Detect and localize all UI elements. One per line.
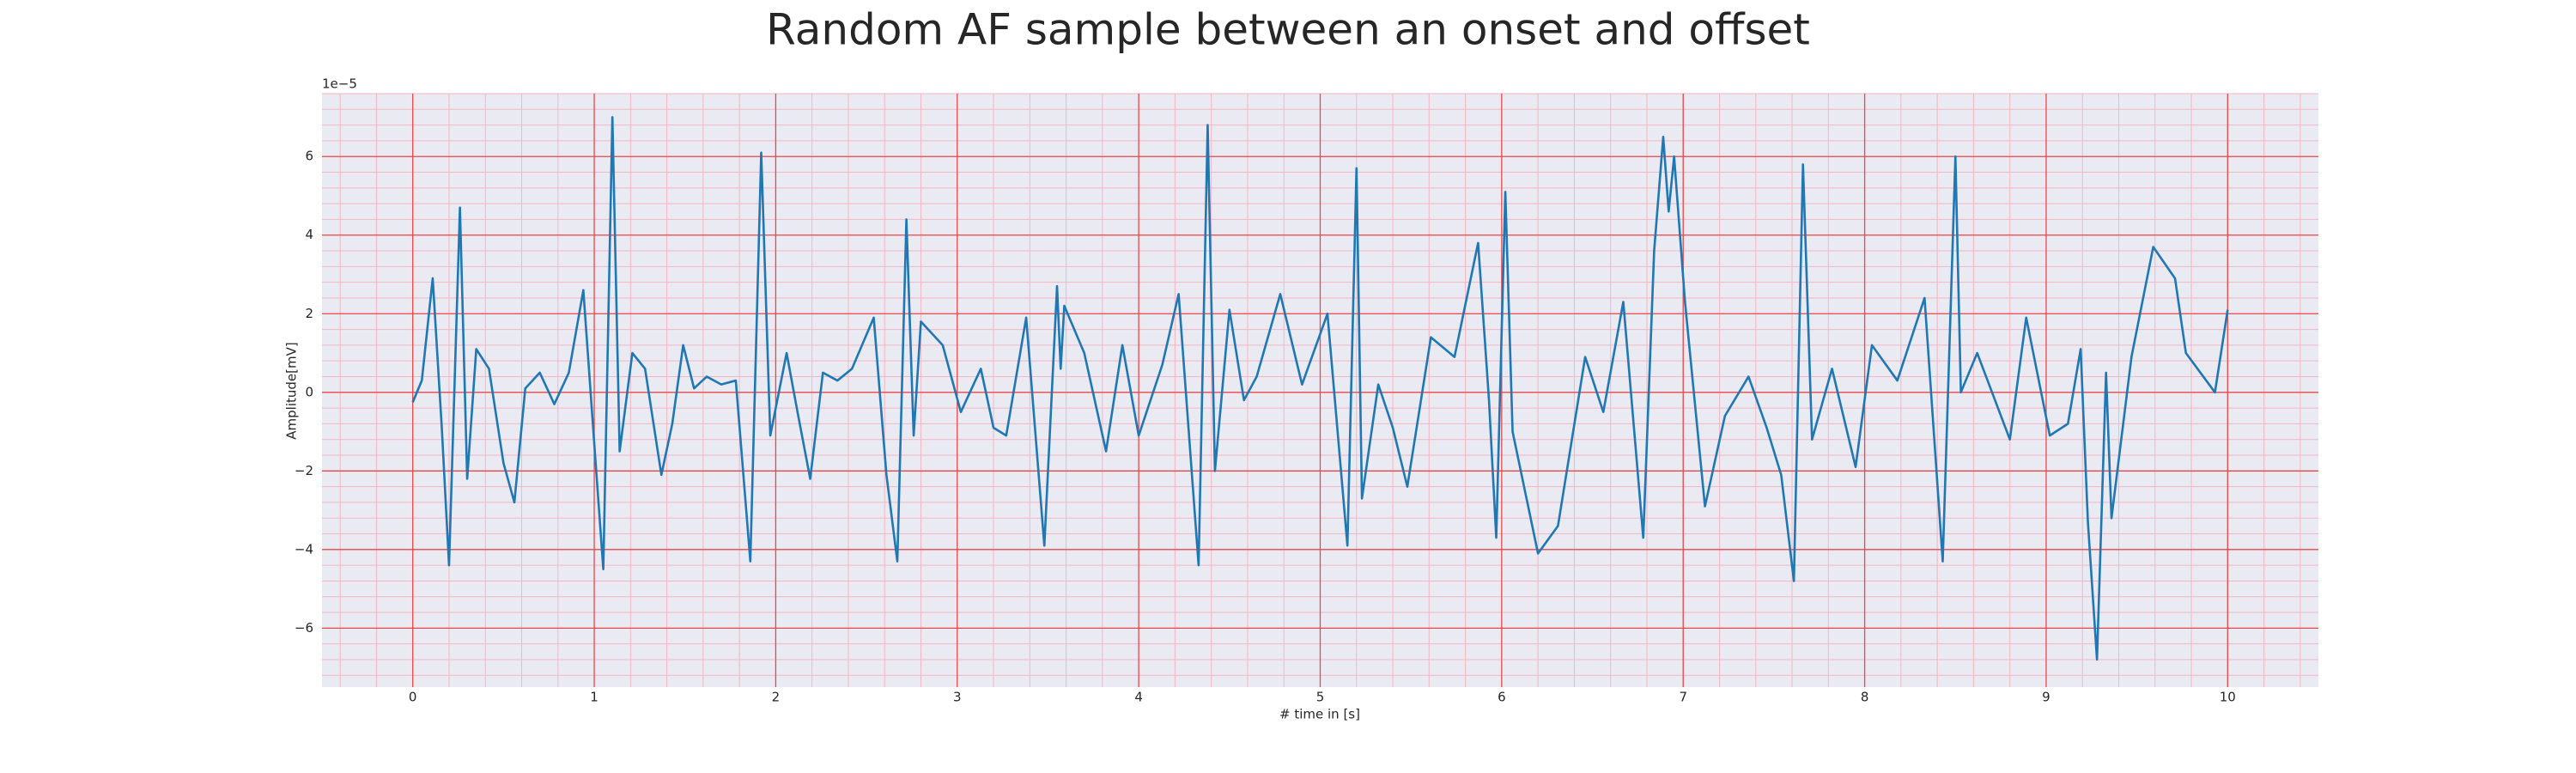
grid bbox=[322, 93, 2318, 687]
marks bbox=[411, 116, 2229, 661]
y-tick-label: 2 bbox=[305, 306, 313, 321]
x-tick-label: 3 bbox=[953, 690, 962, 705]
x-tick-label: 9 bbox=[2042, 690, 2050, 705]
x-tick-label: 7 bbox=[1679, 690, 1687, 705]
x-axis-label: # time in [s] bbox=[1279, 707, 1360, 722]
y-tick-label: −4 bbox=[295, 541, 313, 557]
y-offset-label: 1e−5 bbox=[322, 76, 357, 92]
data-line bbox=[411, 116, 2229, 661]
x-tick-label: 4 bbox=[1134, 690, 1143, 705]
chart-title: Random AF sample between an onset and of… bbox=[766, 5, 1810, 55]
y-tick-label: 0 bbox=[305, 384, 313, 399]
x-tick-label: 2 bbox=[772, 690, 781, 705]
y-axis-label: Amplitude[mV] bbox=[284, 342, 300, 439]
x-tick-label: 10 bbox=[2220, 690, 2236, 705]
x-tick-label: 8 bbox=[1861, 690, 1869, 705]
y-tick-label: 4 bbox=[305, 227, 313, 242]
y-tick-label: 6 bbox=[305, 149, 313, 164]
y-tick-label: −6 bbox=[295, 620, 313, 636]
x-tick-label: 1 bbox=[590, 690, 598, 705]
x-tick-label: 6 bbox=[1498, 690, 1506, 705]
x-tick-label: 0 bbox=[409, 690, 417, 705]
x-tick-label: 5 bbox=[1316, 690, 1325, 705]
y-tick-label: −2 bbox=[295, 463, 313, 478]
